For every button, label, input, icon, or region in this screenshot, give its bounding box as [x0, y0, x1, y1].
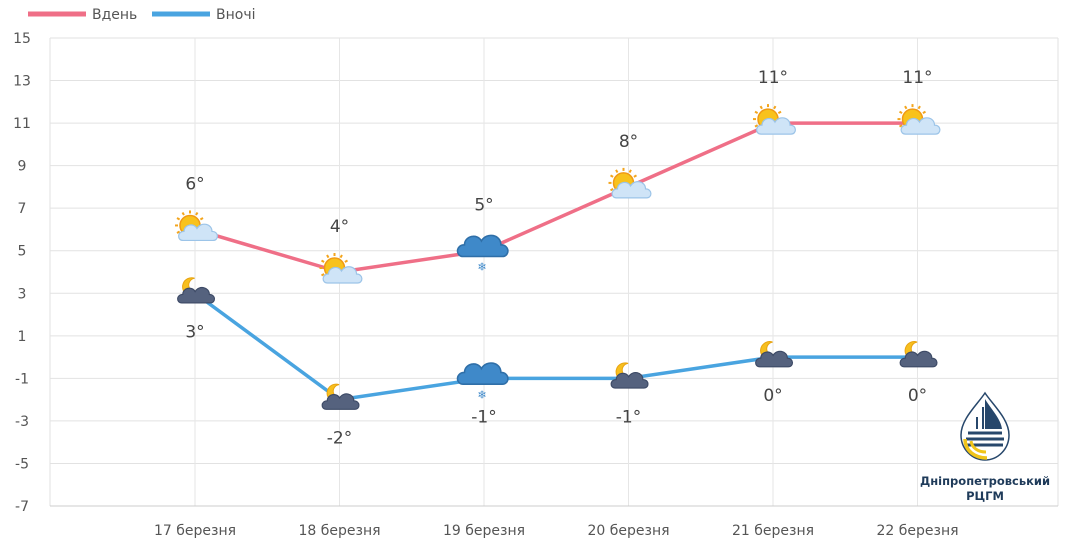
- y-tick-label-0: 15: [13, 31, 31, 47]
- x-tick-label-4: 21 березня: [732, 523, 814, 539]
- y-tick-label-9: -3: [15, 414, 29, 430]
- point-icon-1-2-snow-cloud-icon: ❄: [456, 362, 509, 401]
- data-label-0-1: 4°: [330, 217, 349, 237]
- data-label-1-3: -1°: [616, 407, 641, 427]
- x-tick-label-0: 17 березня: [154, 523, 236, 539]
- brand-name-line2: РЦГМ: [966, 489, 1004, 503]
- point-icon-0-5-sun-cloud-icon: [897, 104, 941, 135]
- data-label-1-2: -1°: [471, 407, 496, 427]
- y-tick-label-11: -7: [15, 499, 29, 515]
- y-tick-label-3: 9: [18, 159, 27, 175]
- legend-label-1: Вночі: [216, 7, 255, 23]
- y-tick-label-10: -5: [15, 456, 29, 472]
- data-label-1-4: 0°: [763, 386, 782, 406]
- data-label-1-5: 0°: [908, 386, 927, 406]
- svg-text:❄: ❄: [477, 388, 486, 401]
- series: 6° 4° ❄ 5° 8° 11° 11° 3° -2° ❄ -1° -1° 0° 0°: [175, 68, 941, 449]
- data-label-1-1: -2°: [327, 429, 352, 449]
- point-icon-0-3-sun-cloud-icon: [608, 167, 652, 199]
- y-tick-label-4: 7: [18, 201, 27, 217]
- x-axis: 17 березня 18 березня 19 березня 20 березня…: [154, 523, 959, 539]
- svg-text:❄: ❄: [477, 261, 486, 274]
- data-label-0-3: 8°: [619, 132, 638, 152]
- point-icon-0-1-sun-cloud-icon: [319, 253, 363, 284]
- y-tick-label-8: -1: [15, 371, 29, 387]
- y-tick-label-5: 5: [18, 244, 27, 260]
- point-icon-1-1-moon-cloud-icon: [321, 383, 360, 410]
- y-tick-label-1: 13: [13, 74, 31, 90]
- series-line-0: [193, 121, 920, 274]
- y-tick-label-6: 3: [18, 286, 27, 302]
- x-tick-label-3: 20 березня: [587, 523, 669, 539]
- point-icon-0-2-snow-cloud-icon: ❄: [456, 234, 509, 274]
- series-line-1: [193, 291, 920, 402]
- brand-logo: Дніпропетровський РЦГМ: [920, 391, 1050, 503]
- x-tick-label-5: 22 березня: [876, 523, 958, 539]
- point-icon-1-3-moon-cloud-icon: [610, 362, 649, 389]
- data-label-0-0: 6°: [185, 174, 204, 194]
- x-tick-label-2: 19 березня: [443, 523, 525, 539]
- y-tick-label-2: 11: [13, 116, 31, 132]
- data-label-0-4: 11°: [758, 68, 788, 88]
- point-icon-1-4-moon-cloud-icon: [755, 341, 794, 368]
- x-tick-label-1: 18 березня: [298, 523, 380, 539]
- y-axis: 15 13 11 9 7 5 3 1 -1 -3 -5 -7: [13, 31, 31, 515]
- point-icon-1-5-moon-cloud-icon: [899, 341, 938, 368]
- point-icon-0-0-sun-cloud-icon: [175, 210, 218, 242]
- data-label-0-5: 11°: [902, 68, 932, 88]
- data-label-1-0: 3°: [185, 322, 204, 342]
- legend-label-0: Вдень: [92, 7, 137, 23]
- data-label-0-2: 5°: [474, 196, 493, 216]
- point-icon-1-0-moon-cloud-icon: [177, 277, 216, 304]
- y-tick-label-7: 1: [18, 329, 27, 345]
- point-icon-0-4-sun-cloud-icon: [753, 104, 796, 135]
- legend: Вдень Вночі: [28, 7, 255, 23]
- brand-name-line1: Дніпропетровський: [920, 474, 1050, 488]
- drop-logo-icon: [960, 391, 1010, 461]
